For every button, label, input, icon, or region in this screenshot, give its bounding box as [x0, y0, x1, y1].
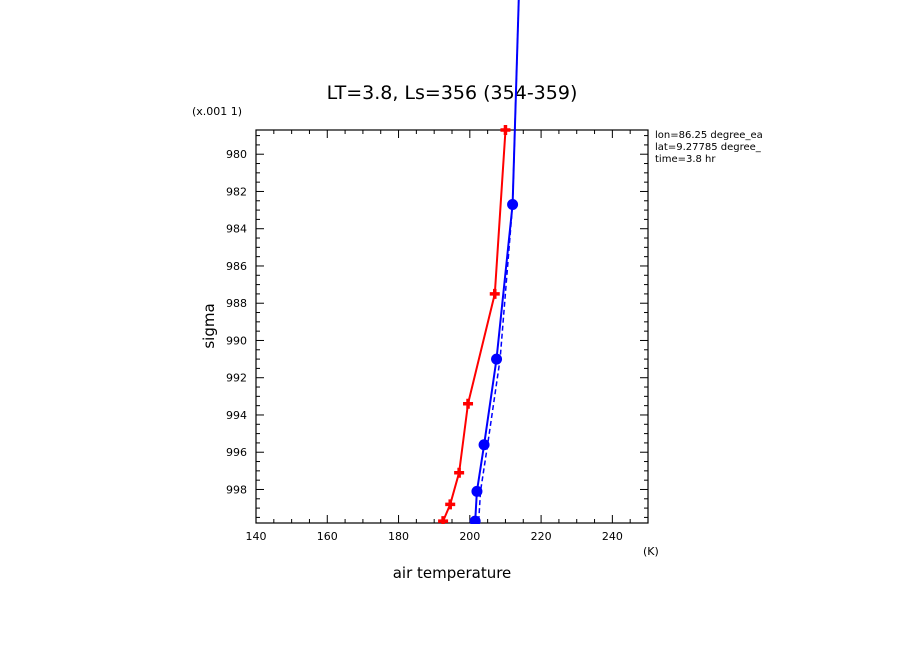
series-1-point [463, 398, 474, 409]
x-axis-ticks: 140 160 180 200 220 240 [246, 130, 649, 543]
x-tick-label: 160 [317, 530, 338, 543]
y-scale-label: (x.001 1) [192, 105, 242, 118]
x-tick-label: 220 [531, 530, 552, 543]
info-line: lat=9.27785 degree_ [655, 142, 762, 153]
series-1-point [454, 467, 465, 478]
x-tick-label: 180 [388, 530, 409, 543]
y-axis-ticks: 980 982 984 986 988 990 992 994 996 998 [226, 135, 648, 518]
series-3-line [477, 0, 520, 522]
series-1-point [489, 288, 500, 299]
y-tick-label: 990 [226, 334, 247, 347]
y-axis-label: sigma [200, 303, 218, 348]
info-line: time=3.8 hr [655, 154, 716, 165]
x-axis-unit: (K) [643, 545, 659, 558]
series-2-point [469, 515, 481, 524]
series-1-point [500, 125, 511, 135]
x-tick-label: 240 [602, 530, 623, 543]
y-tick-label: 982 [226, 185, 247, 198]
y-tick-label: 986 [226, 260, 247, 273]
chart-title: LT=3.8, Ls=356 (354-359) [327, 82, 578, 104]
y-tick-label: 988 [226, 297, 247, 310]
plot-frame [255, 129, 649, 524]
x-axis-label: air temperature [393, 564, 512, 582]
y-tick-label: 996 [226, 446, 247, 459]
info-line: lon=86.25 degree_ea [655, 130, 763, 141]
series-2-point [507, 199, 519, 211]
y-tick-label: 998 [226, 483, 247, 496]
x-tick-label: 140 [246, 530, 267, 543]
y-tick-label: 980 [226, 148, 247, 161]
y-tick-label: 994 [226, 409, 247, 422]
series-1-point [445, 499, 456, 510]
series-1-line [442, 129, 507, 522]
series-layer [438, 0, 520, 524]
x-tick-label: 200 [459, 530, 480, 543]
y-tick-label: 984 [226, 223, 247, 236]
y-tick-label: 992 [226, 372, 247, 385]
series-1-point [438, 516, 449, 524]
